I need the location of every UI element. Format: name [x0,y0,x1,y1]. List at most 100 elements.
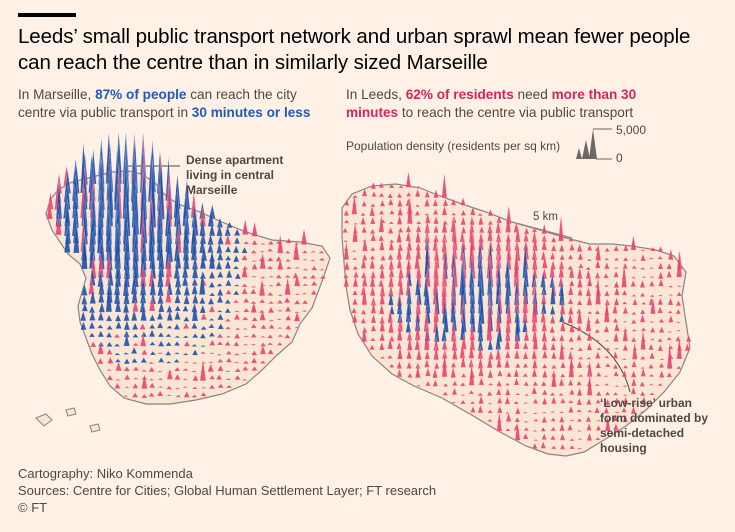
density-spike [549,251,556,260]
density-spike [242,241,250,245]
density-spike [569,321,575,333]
density-spike [396,231,403,243]
density-spike [106,348,113,355]
density-spike [576,380,583,386]
density-spike [469,400,476,405]
density-spike [595,398,602,404]
density-spike [369,228,376,234]
density-spike [379,266,386,279]
density-spike [630,403,638,405]
density-spike [267,300,275,304]
density-spike [208,323,215,329]
density-spike [233,352,241,356]
density-spike [88,321,96,329]
density-spike [569,242,575,251]
density-spike [613,270,619,278]
density-spike [577,252,584,261]
density-spike [370,324,377,332]
density-spike [414,210,421,216]
density-spike [387,337,393,350]
density-spike [380,254,386,261]
density-spike [149,341,156,346]
density-spike [630,318,637,324]
density-spike [241,316,249,321]
density-spike [514,362,521,368]
density-spike [495,387,502,396]
density-spike [266,248,274,252]
density-spike [351,193,358,215]
density-spike [379,199,386,207]
density-spike [115,320,122,329]
density-spike [233,313,241,320]
density-spike [522,341,529,350]
density-spike [351,194,359,199]
density-spike [630,369,637,378]
density-spike [369,203,376,208]
density-spike [123,333,130,347]
density-spike [622,243,629,252]
density-spike [424,349,431,360]
density-spike [425,366,431,377]
density-spike [398,279,404,296]
density-spike [496,396,503,404]
density-spike [676,250,682,278]
density-spike [183,340,191,347]
density-spike [259,252,266,269]
density-spike [613,422,619,431]
density-spike [675,329,682,332]
density-spike [191,386,199,390]
density-spike [165,385,173,390]
density-spike [284,305,292,312]
density-spike [577,287,583,296]
density-spike [495,347,502,361]
density-spike [275,274,283,279]
density-spike [173,352,181,355]
density-spike [603,382,610,386]
density-spike [343,241,350,260]
density-spike [122,395,129,397]
density-spike [224,255,232,261]
density-spike [630,405,637,415]
density-spike [250,249,258,254]
density-spike [140,331,148,338]
density-spike [649,294,656,298]
density-spike [450,198,457,206]
density-spike [215,260,223,270]
density-spike [156,390,164,397]
density-spike [225,350,233,355]
density-spike [586,409,593,413]
marseille-text-2: can reach the city centre via public tra… [18,87,297,120]
density-spike [666,269,673,278]
density-spike [450,361,457,368]
density-spike [514,348,520,359]
density-spike [379,319,386,332]
density-spike [342,227,349,233]
marseille-subtitle: In Marseille, 87% of people can reach th… [18,86,333,122]
density-spike [541,329,548,342]
density-spike [567,423,574,431]
density-spike [343,275,350,287]
density-spike [241,378,248,381]
density-spike [106,341,113,347]
density-spike [181,273,189,287]
density-spike [586,275,593,287]
density-spike [275,318,283,321]
density-spike [604,362,611,368]
density-spike [250,323,258,329]
density-spike [432,379,439,387]
density-spike [487,219,494,225]
density-spike [504,358,511,368]
density-spike [132,382,139,389]
density-spike [595,243,602,261]
density-spike [406,336,413,351]
density-spike [603,257,610,261]
density-spike [379,331,386,342]
density-spike [576,447,583,450]
density-spike [621,407,627,413]
density-spike [532,331,539,350]
density-spike [487,227,493,242]
density-spike [639,267,646,270]
density-spike [132,300,139,312]
density-spike [241,352,248,355]
density-spike [140,369,148,372]
